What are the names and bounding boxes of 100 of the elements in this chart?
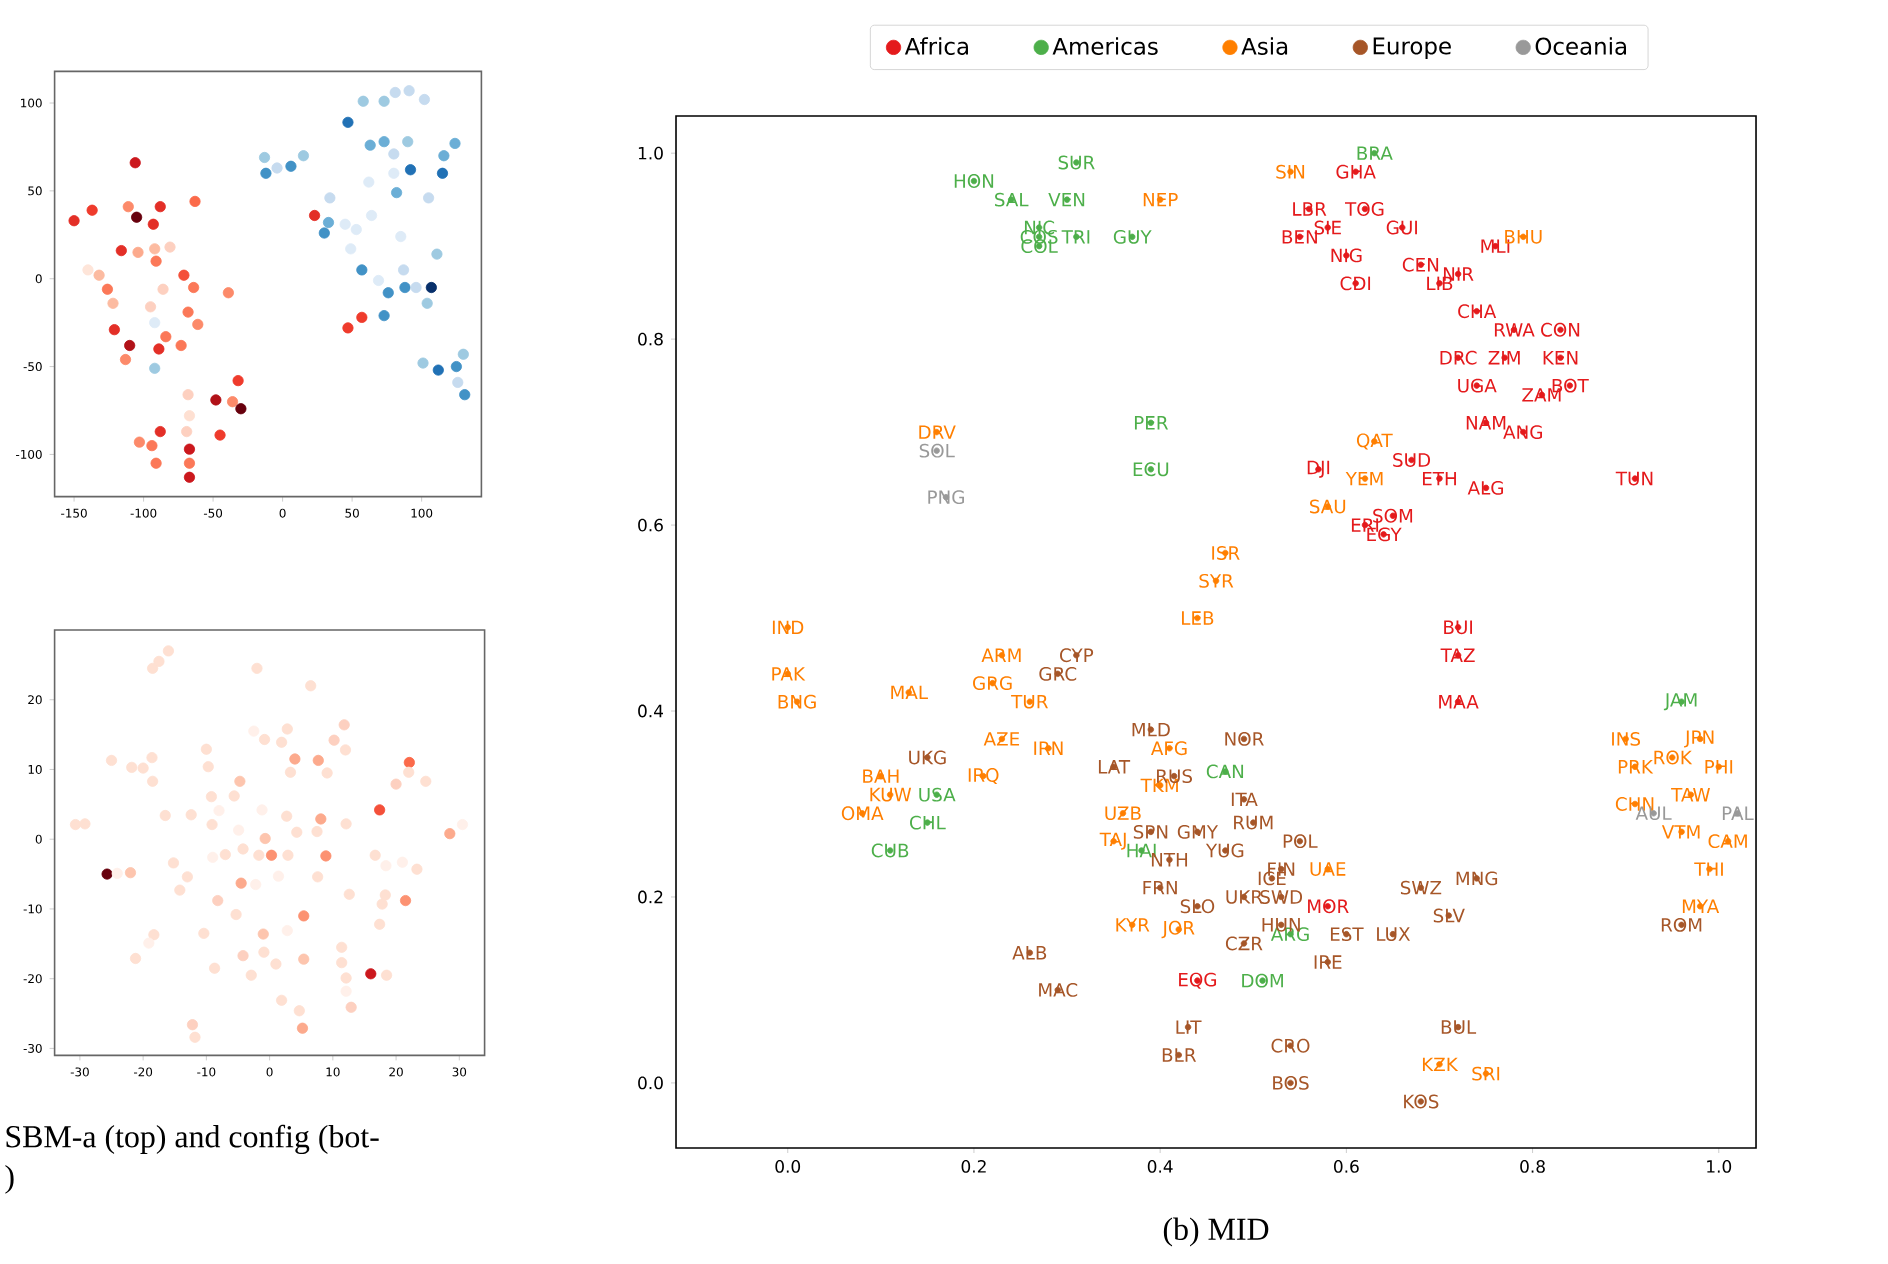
data-label: CEN xyxy=(1402,257,1439,272)
data-label: ITA xyxy=(1231,792,1258,807)
data-label: JPN xyxy=(1684,730,1714,748)
data-label: SUD xyxy=(1393,453,1431,467)
data-label: BOT xyxy=(1552,378,1589,393)
data-label: BHU xyxy=(1505,230,1542,244)
data-label: BOS xyxy=(1273,1075,1309,1090)
data-label: ICE xyxy=(1258,871,1286,886)
data-label: ISR xyxy=(1212,546,1240,560)
data-label: RUS xyxy=(1157,769,1193,784)
data-label: ZIM xyxy=(1488,351,1520,365)
data-label: ANG xyxy=(1503,425,1542,440)
data-label: TAW xyxy=(1671,788,1710,802)
data-label: EQG xyxy=(1179,972,1217,989)
data-label: SIN xyxy=(1276,164,1305,179)
data-label: GUY xyxy=(1113,229,1152,244)
data-label: TOG xyxy=(1345,202,1384,216)
legend-label: Africa xyxy=(904,37,968,55)
data-label: BEN xyxy=(1282,230,1317,244)
y-tick-label: 0.6 xyxy=(638,518,663,532)
data-label: BAH xyxy=(863,769,899,783)
data-label: DRV xyxy=(919,425,956,439)
data-label: LEB xyxy=(1182,611,1214,625)
data-label: POL xyxy=(1283,834,1318,849)
data-label: SUR xyxy=(1058,155,1095,170)
data-label: MOR xyxy=(1308,899,1349,914)
legend-label: Europe xyxy=(1373,37,1451,60)
data-label: PAL xyxy=(1722,806,1754,820)
data-label: BUI xyxy=(1444,620,1472,635)
data-label: IRN xyxy=(1034,741,1063,755)
legend-label: Asia xyxy=(1241,37,1288,55)
data-label: CUB xyxy=(871,843,909,858)
x-tick-label: 0.6 xyxy=(1334,1160,1359,1173)
data-label: ARM xyxy=(981,648,1021,662)
x-tick-label: 0.8 xyxy=(1520,1160,1545,1173)
data-label: GRC xyxy=(1039,666,1077,681)
data-label: NTH xyxy=(1151,853,1188,867)
data-label: RWA xyxy=(1494,323,1535,337)
data-label: ETH xyxy=(1422,471,1456,486)
text: ) xyxy=(5,1164,14,1194)
data-label: IRQ xyxy=(968,768,999,785)
data-label: BNG xyxy=(778,694,816,709)
y-tick-label: 0.8 xyxy=(638,332,663,346)
y-tick-label: 0.0 xyxy=(638,1076,663,1090)
data-label: TUN xyxy=(1615,471,1653,486)
data-label: TKM xyxy=(1140,778,1178,793)
y-tick-label: 0.2 xyxy=(638,890,663,904)
data-label: GMY xyxy=(1177,824,1219,839)
data-label: BUL xyxy=(1441,1020,1477,1034)
data-label: HON xyxy=(954,174,994,188)
data-label: SAU xyxy=(1309,499,1346,514)
y-tick-label: 1.0 xyxy=(638,146,663,160)
data-label: ZAM xyxy=(1522,388,1561,402)
data-label: KEN xyxy=(1543,351,1578,365)
data-label: OMA xyxy=(841,806,884,821)
data-label: PER xyxy=(1134,416,1169,430)
data-label: TAZ xyxy=(1440,648,1475,662)
data-label: MLI xyxy=(1481,239,1510,253)
data-label: UZB xyxy=(1105,806,1141,821)
x-tick-label: 0.4 xyxy=(1147,1160,1173,1173)
data-label: VEN xyxy=(1048,192,1085,207)
data-label: ROM xyxy=(1661,917,1702,932)
data-label: EGY xyxy=(1367,527,1402,542)
x-tick-label: 0.2 xyxy=(961,1160,986,1173)
data-label: SLV xyxy=(1433,908,1465,923)
data-label: MAL xyxy=(891,685,928,700)
data-label: MAA xyxy=(1439,695,1479,709)
data-label: YEM xyxy=(1345,471,1383,486)
data-label: CHN xyxy=(1615,797,1654,811)
data-label: CAM xyxy=(1708,834,1747,849)
data-label: BLR xyxy=(1162,1048,1197,1062)
data-label: MYA xyxy=(1682,899,1720,913)
data-label: GRG xyxy=(973,676,1012,691)
data-label: ALB xyxy=(1012,946,1047,960)
data-label: SOL xyxy=(919,443,955,458)
data-label: CZR xyxy=(1225,936,1263,951)
data-label: LAT xyxy=(1098,760,1131,774)
y-tick-label: 0.4 xyxy=(638,704,663,718)
legend-label: Americas xyxy=(1052,37,1158,55)
data-label: IND xyxy=(772,620,804,635)
data-label: YUG xyxy=(1205,843,1244,858)
data-label: UAE xyxy=(1310,862,1346,876)
data-label: CAN xyxy=(1206,764,1244,779)
data-label: DOM xyxy=(1242,973,1283,988)
data-label: MAC xyxy=(1039,982,1078,997)
data-label: SOM xyxy=(1373,508,1413,523)
legend-label: Oceania xyxy=(1535,37,1626,55)
data-label: BRA xyxy=(1357,146,1393,160)
data-label: CON xyxy=(1541,322,1580,337)
data-label: ALG xyxy=(1467,480,1504,495)
data-label: JAM xyxy=(1663,693,1697,711)
data-label: NAM xyxy=(1466,416,1506,430)
data-label: COL xyxy=(1021,239,1058,254)
data-label: PAK xyxy=(772,667,806,681)
text: SBM-a (top) and config (bot- xyxy=(6,1124,379,1155)
data-label: SWZ xyxy=(1400,880,1442,895)
x-tick-label: 1.0 xyxy=(1707,1160,1732,1173)
data-label: AUL xyxy=(1635,806,1672,821)
data-label: HUN xyxy=(1262,918,1300,932)
data-label: MLD xyxy=(1132,722,1170,737)
